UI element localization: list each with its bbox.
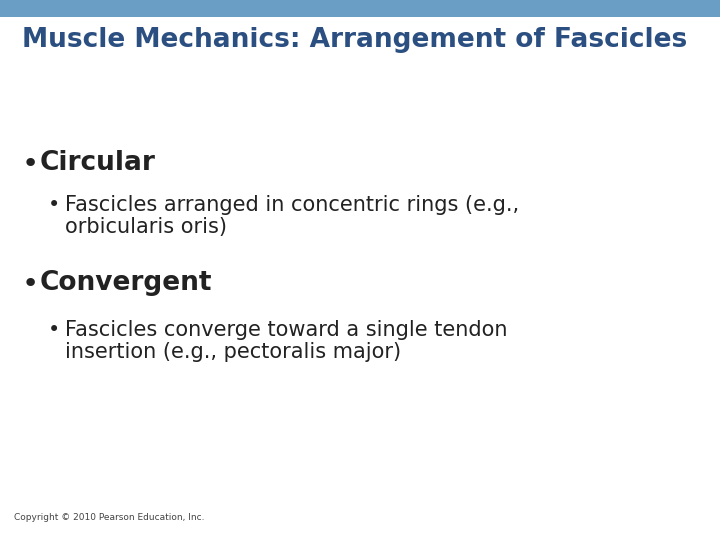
Text: •: • <box>22 270 40 298</box>
Text: Fascicles converge toward a single tendon: Fascicles converge toward a single tendo… <box>65 320 508 340</box>
Text: Circular: Circular <box>40 150 156 176</box>
Text: •: • <box>48 195 60 215</box>
Text: Convergent: Convergent <box>40 270 212 296</box>
Text: Copyright © 2010 Pearson Education, Inc.: Copyright © 2010 Pearson Education, Inc. <box>14 513 204 522</box>
Text: orbicularis oris): orbicularis oris) <box>65 217 227 237</box>
Text: insertion (e.g., pectoralis major): insertion (e.g., pectoralis major) <box>65 342 401 362</box>
Text: •: • <box>48 320 60 340</box>
Text: Muscle Mechanics: Arrangement of Fascicles: Muscle Mechanics: Arrangement of Fascicl… <box>22 28 688 53</box>
Text: •: • <box>22 150 40 178</box>
Text: Fascicles arranged in concentric rings (e.g.,: Fascicles arranged in concentric rings (… <box>65 195 519 215</box>
Bar <box>0 0 720 17</box>
